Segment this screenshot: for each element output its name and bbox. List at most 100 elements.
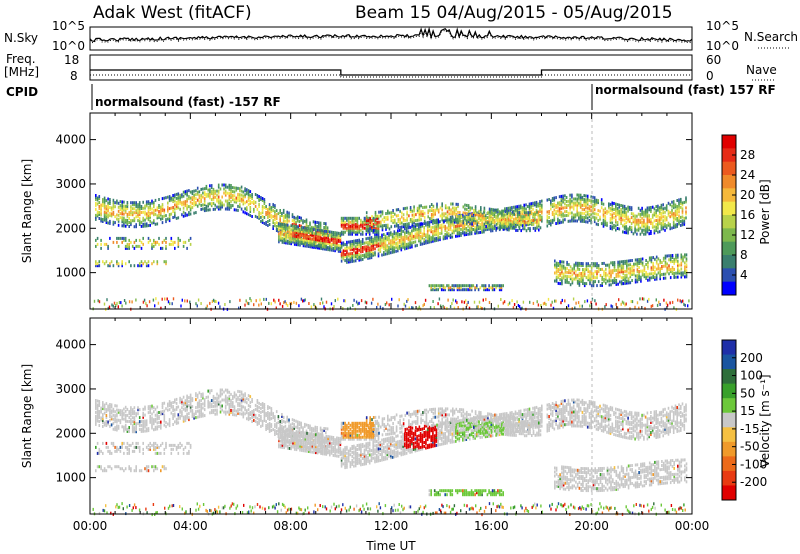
nave-tick-top: 60 [706,53,721,67]
echo-cell [126,244,129,248]
echo-cell [658,300,660,304]
echo-cell [165,214,167,218]
echo-cell [358,228,360,232]
echo-cell [658,230,661,234]
echo-cell [553,214,556,218]
echo-cell [325,228,327,232]
echo-cell [521,206,524,210]
echo-cell [657,208,659,212]
echo-cell [404,241,406,245]
echo-cell [163,417,166,421]
echo-cell [620,208,622,211]
echo-cell [126,206,129,210]
echo-cell [561,280,563,284]
echo-cell [390,225,393,229]
echo-cell [618,203,621,207]
echo-cell [102,425,104,428]
echo-cell [678,198,680,202]
echo-cell [100,406,102,410]
echo-cell [539,218,542,222]
echo-cell [200,193,202,197]
echo-cell [379,305,382,309]
echo-cell [583,202,585,206]
echo-cell [447,298,449,302]
echo-cell [372,229,375,232]
echo-cell [579,211,582,215]
echo-cell [116,199,118,203]
echo-cell [95,401,97,404]
echo-cell [149,406,151,410]
echo-cell [296,219,299,223]
echo-cell [500,284,503,288]
echo-cell [554,263,556,267]
echo-cell [586,202,589,206]
echo-cell [571,219,573,223]
echo-cell [288,241,291,245]
echo-cell [444,234,446,238]
echo-cell [550,219,552,223]
echo-cell [184,204,187,208]
echo-cell [96,236,99,240]
echo-cell [368,252,371,256]
echo-cell [678,210,680,214]
echo-cell [96,407,99,411]
colorbar-swatch [722,201,736,216]
echo-cell [168,420,171,424]
echo-cell [551,203,554,206]
echo-cell [261,220,264,224]
echo-cell [98,260,101,264]
echo-cell [527,217,530,221]
echo-cell [354,226,357,230]
echo-cell [562,218,564,222]
echo-cell [494,220,496,224]
echo-cell [301,237,303,241]
echo-cell [395,245,397,249]
echo-cell [358,226,360,230]
echo-cell [546,220,549,224]
echo-cell [493,215,496,218]
echo-cell [638,274,640,277]
echo-cell [615,278,618,282]
echo-cell [553,208,556,212]
echo-cell [630,216,633,220]
echo-cell [673,267,675,271]
echo-cell [680,261,683,265]
echo-cell [397,241,399,245]
echo-cell [518,219,521,223]
echo-cell [685,216,687,220]
echo-cell [573,267,575,271]
echo-cell [678,204,680,208]
echo-cell [110,411,113,415]
echo-cell [163,401,166,405]
echo-cell [579,199,582,203]
echo-cell [407,242,410,246]
echo-cell [578,213,580,217]
echo-cell [608,279,611,283]
echo-cell [574,306,576,310]
echo-cell [574,215,577,219]
echo-cell [456,232,459,236]
echo-cell [441,212,443,216]
echo-cell [583,212,585,216]
echo-cell [316,240,319,244]
echo-cell [442,286,445,290]
echo-cell [539,226,542,230]
echo-cell [641,263,644,267]
echo-cell [172,208,174,211]
echo-cell [453,218,456,222]
echo-cell [160,424,162,428]
echo-cell [219,187,222,191]
echo-cell [186,246,188,250]
echo-cell [358,244,360,248]
echo-cell [188,195,190,199]
echo-cell [586,210,589,214]
echo-cell [522,215,524,219]
echo-cell [518,214,520,218]
echo-cell [138,209,141,213]
echo-cell [124,218,127,222]
echo-cell [657,204,659,208]
echo-cell [290,301,293,305]
echo-cell [469,228,471,232]
echo-cell [128,300,131,304]
